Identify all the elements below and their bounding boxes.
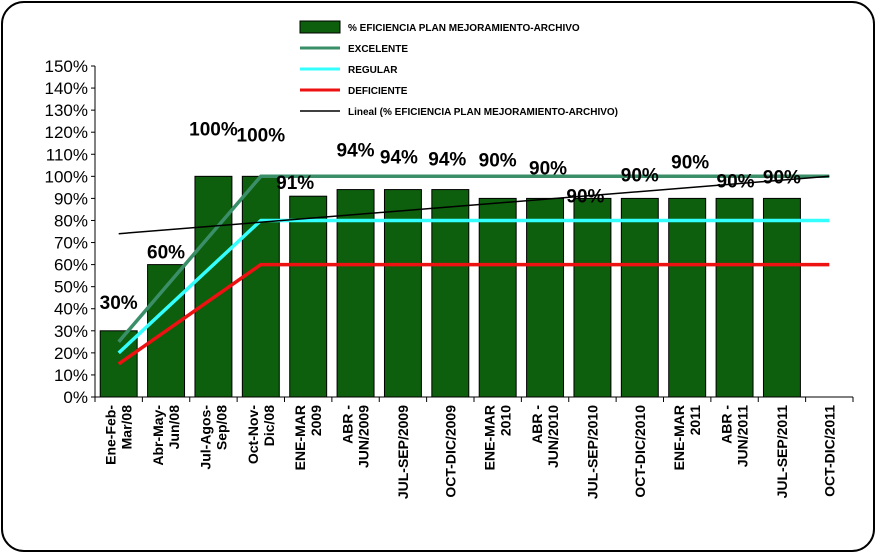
- data-label: 90%: [763, 167, 801, 188]
- x-tick-label: OCT-DIC/2009: [442, 405, 458, 498]
- x-tick-label: Dic/08: [261, 405, 277, 446]
- data-label: 30%: [100, 293, 138, 314]
- x-tick-label: Sep/08: [213, 405, 229, 450]
- x-tick-label: Ene-Feb-: [103, 405, 119, 465]
- data-label: 91%: [276, 173, 314, 194]
- series-line-regular: [117, 218, 830, 355]
- x-tick-label: 2009: [308, 405, 324, 436]
- x-tick-label: JUL-SEP/2011: [774, 405, 790, 499]
- bar: [620, 197, 659, 398]
- y-tick-label: 70%: [54, 234, 88, 253]
- y-tick-label: 10%: [54, 366, 88, 385]
- bar: [336, 189, 375, 398]
- bar: [668, 197, 707, 398]
- x-tick-label: ENE-MAR: [671, 405, 687, 470]
- bar: [289, 195, 328, 398]
- bar: [715, 197, 754, 398]
- chart-plot: 0% 10% 20% 30% 40% 50% 60% 70% 80% 90% 100% 110% 120…: [45, 20, 854, 499]
- x-tick-label: Mar/08: [119, 405, 135, 450]
- x-tick-label: 2010: [498, 405, 514, 436]
- series-line-deficiente: [117, 262, 830, 366]
- x-tick-label: JUL-SEP/2010: [584, 405, 600, 499]
- y-tick-label: 150%: [45, 57, 88, 76]
- x-tick-label: 2011: [687, 405, 703, 436]
- y-tick-label: 90%: [54, 189, 88, 208]
- x-tick-label: Abr-May-: [150, 405, 166, 466]
- data-label: 90%: [479, 150, 517, 171]
- legend-entry: Lineal (% EFICIENCIA PLAN MEJORAMIENTO-A…: [348, 107, 618, 118]
- y-tick-label: 50%: [54, 278, 88, 297]
- x-tick-label: JUN/2010: [545, 405, 561, 468]
- legend-entry: EXCELENTE: [348, 44, 408, 55]
- legend-swatch: [299, 20, 341, 34]
- bar: [573, 197, 612, 398]
- trendline: [118, 175, 830, 235]
- bar: [241, 175, 280, 398]
- data-label: 90%: [621, 165, 659, 186]
- y-tick-label: 40%: [54, 300, 88, 319]
- x-tick-label: Jun/08: [166, 405, 182, 450]
- bar: [478, 197, 517, 398]
- data-label: 100%: [189, 119, 238, 140]
- x-tick-label: ENE-MAR: [292, 405, 308, 470]
- y-tick-label: 130%: [45, 101, 88, 120]
- x-tick-label: Oct-Nov-: [245, 405, 261, 464]
- x-tick-label: JUN/2009: [356, 405, 372, 468]
- bar: [431, 189, 470, 398]
- x-tick-label: ABR -: [340, 405, 356, 444]
- y-tick-label: 0%: [63, 388, 88, 407]
- bar: [762, 197, 801, 398]
- data-label: 94%: [380, 148, 418, 169]
- data-label: 90%: [671, 152, 709, 173]
- x-tick-label: JUN/2011: [735, 405, 751, 467]
- y-tick-label: 20%: [54, 344, 88, 363]
- bar: [526, 197, 565, 398]
- x-tick-label: JUL-SEP/2009: [395, 405, 411, 499]
- y-tick-label: 110%: [46, 145, 88, 164]
- x-tick-label: OCT-DIC/2010: [632, 405, 648, 498]
- bar: [383, 189, 422, 398]
- legend-entry: % EFICIENCIA PLAN MEJORAMIENTO-ARCHIVO: [348, 23, 580, 34]
- x-tick-label: ABR -: [529, 405, 545, 444]
- y-tick-label: 80%: [54, 211, 88, 230]
- x-tick-label: ENE-MAR: [482, 405, 498, 470]
- y-tick-label: 100%: [45, 167, 88, 186]
- data-label: 94%: [428, 150, 466, 171]
- y-tick-label: 60%: [54, 256, 88, 275]
- y-tick-label: 140%: [45, 79, 88, 98]
- x-tick-label: Jul-Agos-: [197, 405, 213, 470]
- legend-entry: DEFICIENTE: [348, 86, 408, 97]
- data-label: 90%: [566, 186, 604, 207]
- data-label: 100%: [237, 125, 286, 146]
- y-tick-label: 30%: [54, 322, 88, 341]
- x-tick-label: OCT-DIC/2011: [821, 405, 837, 497]
- x-tick-label: ABR -: [719, 405, 735, 444]
- series-line-excelente: [117, 174, 830, 343]
- y-tick-label: 120%: [45, 123, 88, 142]
- data-label: 94%: [337, 141, 375, 162]
- data-label: 60%: [147, 243, 185, 264]
- legend-entry: REGULAR: [348, 65, 398, 76]
- data-label: 90%: [529, 158, 567, 179]
- data-label: 90%: [717, 171, 755, 192]
